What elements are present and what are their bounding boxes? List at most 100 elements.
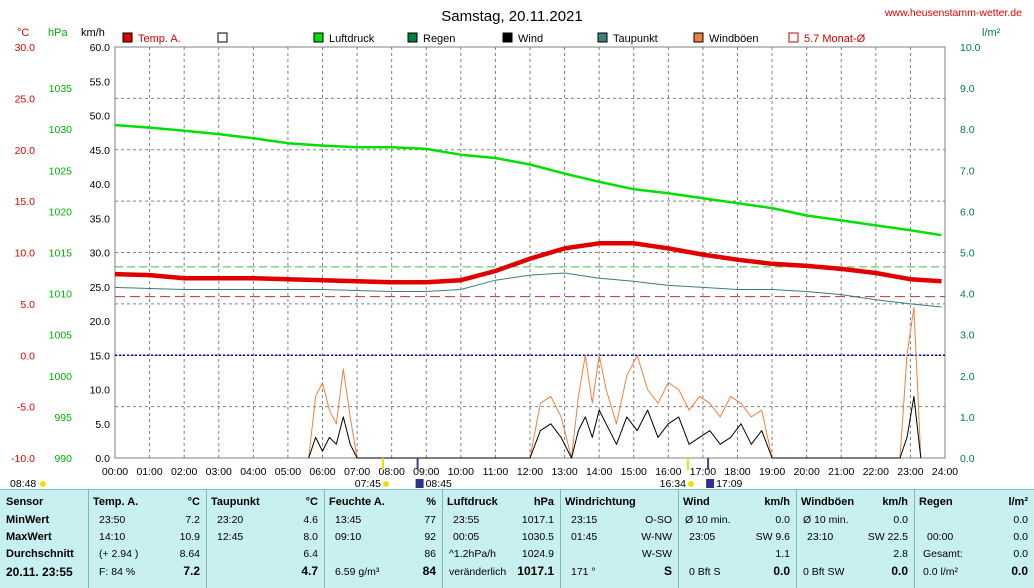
wind-direction-max-value: W-NW <box>641 531 672 543</box>
x-tick-label: 03:00 <box>206 466 232 478</box>
pressure-min-time: 23:55 <box>453 514 480 526</box>
temp-min-value: 7.2 <box>185 514 200 526</box>
pressure-min-value: 1017.1 <box>521 514 554 526</box>
wind-beaufort: 0 Bft S <box>689 566 721 578</box>
wind-direction-avg-value: W-SW <box>641 548 672 560</box>
dewpoint-max-time: 12:45 <box>217 531 244 543</box>
temp-humidity-note: F: 84 % <box>99 566 136 578</box>
wind-max-value: SW 9.6 <box>755 531 790 543</box>
x-tick-label: 06:00 <box>309 466 335 478</box>
temp-header: Temp. A. <box>93 496 139 508</box>
moon-icon <box>415 479 424 488</box>
pressure-avg-value: 1024.9 <box>521 548 554 560</box>
rain-total-value: 0.0 <box>1013 548 1028 560</box>
label-sensor: Sensor <box>6 496 44 508</box>
label-avg: Durchschnitt <box>6 548 74 560</box>
wind-tick-label: 5.0 <box>95 419 110 431</box>
rain-tick-label: 0.0 <box>960 453 975 465</box>
rain-current-amount: 0.0 l/m² <box>923 566 959 578</box>
rain-tick-label: 6.0 <box>960 206 975 218</box>
x-tick-label: 21:00 <box>828 466 854 478</box>
legend-swatch <box>693 32 704 43</box>
pressure-tick-label: 1030 <box>49 124 73 136</box>
dewpoint-current-value: 4.7 <box>301 564 318 578</box>
unit-kmh: km/h <box>81 27 105 39</box>
humidity-unit: % <box>426 496 436 508</box>
legend-label: 5.7 Monat-Ø <box>804 33 866 45</box>
dewpoint-min-value: 4.6 <box>303 514 318 526</box>
legend-swatch <box>313 32 324 43</box>
wind-direction-min-value: O-SO <box>645 514 672 526</box>
rain-unit: l/m² <box>1008 496 1028 508</box>
moonrise-label: 08:45 <box>426 478 452 489</box>
temp-tick-label: 10.0 <box>15 248 36 260</box>
statistics-table: Sensor MinWert MaxWert Durchschnitt 20.1… <box>0 489 1034 588</box>
rain-tick-label: 7.0 <box>960 165 975 177</box>
temp-max-time: 14:10 <box>99 531 126 543</box>
dewpoint-min-time: 23:20 <box>217 514 244 526</box>
pressure-current-value: 1017.1 <box>517 564 554 578</box>
x-tick-label: 17:00 <box>690 466 716 478</box>
legend-label: Temp. A. <box>138 33 181 45</box>
x-tick-label: 24:00 <box>932 466 958 478</box>
moon-icon <box>706 479 715 488</box>
gust-beaufort: 0 Bft SW <box>803 566 845 578</box>
wind-avg-value: 1.1 <box>775 548 790 560</box>
x-tick-label: 12:00 <box>517 466 543 478</box>
legend-label: Regen <box>423 33 455 45</box>
legend-swatch <box>597 32 608 43</box>
gust-min-label: Ø 10 min. <box>803 514 849 526</box>
rain-min-value: 0.0 <box>1013 514 1028 526</box>
x-tick-label: 09:00 <box>413 466 439 478</box>
gust-max-time: 23:10 <box>807 531 834 543</box>
legend-swatch <box>407 32 418 43</box>
gust-column: Windböen km/h Ø 10 min. 0.0 23:10 SW 22.… <box>796 490 914 588</box>
wind-direction-column: Windrichtung 23:15 O-SO 01:45 W-NW W-SW … <box>560 490 678 588</box>
humidity-min-value: 77 <box>424 514 436 526</box>
legend-swatch <box>122 32 133 43</box>
wind-tick-label: 35.0 <box>90 213 111 225</box>
pressure-tick-label: 1035 <box>49 83 73 95</box>
temp-avg-delta: (+ 2.94 ) <box>99 548 139 560</box>
temp-min-time: 23:50 <box>99 514 126 526</box>
time-markers: 07:45 16:34 08:45 17:09 08:48 <box>10 458 743 489</box>
pressure-column: Luftdruck hPa 23:55 1017.1 00:05 1030.5 … <box>442 490 560 588</box>
wind-direction-max-time: 01:45 <box>571 531 598 543</box>
rain-tick-label: 9.0 <box>960 83 975 95</box>
wind-min-label: Ø 10 min. <box>685 514 731 526</box>
moonset-label: 17:09 <box>716 478 742 489</box>
x-tick-label: 22:00 <box>863 466 889 478</box>
gust-min-value: 0.0 <box>893 514 908 526</box>
pressure-tick-label: 1010 <box>49 289 73 301</box>
pressure-tick-label: 990 <box>54 453 72 465</box>
sun-icon <box>687 481 694 487</box>
rain-max-value: 0.0 <box>1013 531 1028 543</box>
temp-tick-label: 5.0 <box>20 299 35 311</box>
x-tick-label: 23:00 <box>897 466 923 478</box>
legend-label: Taupunkt <box>613 33 658 45</box>
x-tick-label: 02:00 <box>171 466 197 478</box>
rain-current-value: 0.0 <box>1011 564 1028 578</box>
legend-label: Luftdruck <box>329 33 375 45</box>
site-url: www.heusenstamm-wetter.de <box>884 7 1022 19</box>
humidity-column: Feuchte A. % 13:45 77 09:10 92 86 6.59 g… <box>324 490 442 588</box>
rain-tick-label: 10.0 <box>960 42 981 54</box>
temp-tick-label: -5.0 <box>17 402 35 414</box>
legend-label: Windböen <box>709 33 759 45</box>
series-layer <box>114 123 942 459</box>
x-tick-label: 01:00 <box>136 466 162 478</box>
wind-current-value: 0.0 <box>773 564 790 578</box>
temp-avg-value: 8.64 <box>179 548 200 560</box>
legend-swatch <box>502 32 513 43</box>
x-tick-label: 05:00 <box>275 466 301 478</box>
temp-tick-label: 15.0 <box>15 196 36 208</box>
row-labels-column: Sensor MinWert MaxWert Durchschnitt 20.1… <box>0 490 88 588</box>
legend-swatch <box>217 32 228 43</box>
dewpoint-max-value: 8.0 <box>303 531 318 543</box>
dewpoint-column: Taupunkt °C 23:20 4.6 12:45 8.0 6.4 4.7 <box>206 490 324 588</box>
rain-tick-label: 3.0 <box>960 330 975 342</box>
rain-max-time: 00:00 <box>927 531 954 543</box>
dewpoint-avg-value: 6.4 <box>303 548 318 560</box>
unit-hpa: hPa <box>48 27 68 39</box>
legend-label: Wind <box>518 33 543 45</box>
